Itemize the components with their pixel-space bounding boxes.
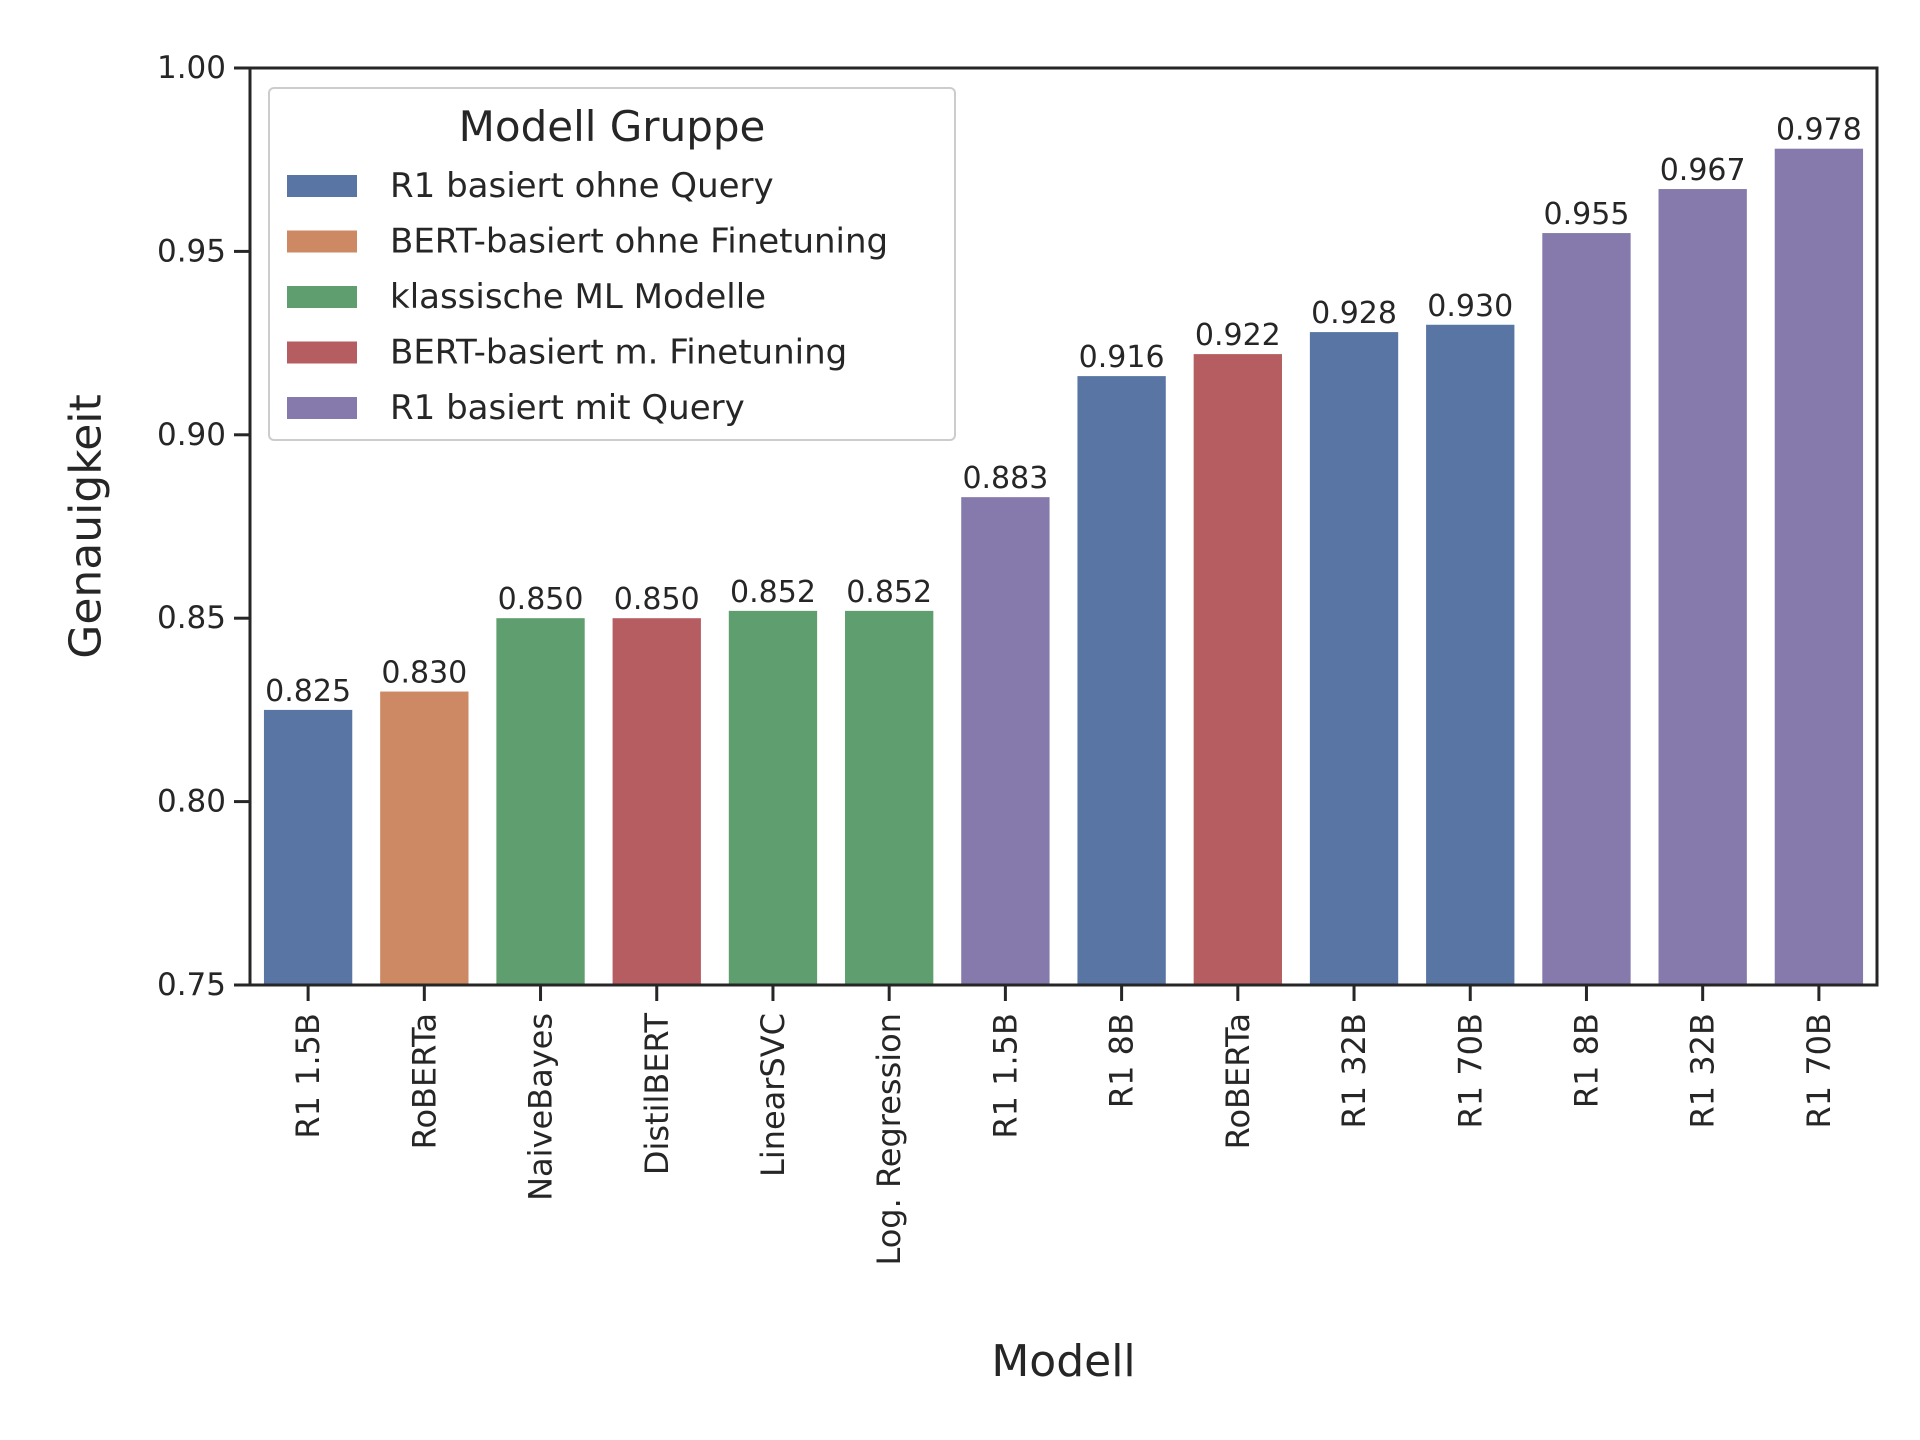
value-label-6: 0.852	[846, 575, 932, 610]
value-label-2: 0.830	[381, 656, 467, 691]
bar-12	[1542, 233, 1631, 985]
x-tick-label-13: R1 32B	[1684, 1013, 1722, 1128]
value-label-5: 0.852	[730, 575, 816, 610]
value-label-7: 0.883	[962, 461, 1048, 496]
legend-swatch-5	[287, 397, 357, 419]
x-tick-label-6: Log. Regression	[870, 1013, 908, 1266]
legend-label-2: BERT-basiert ohne Finetuning	[390, 222, 888, 262]
value-label-11: 0.930	[1427, 289, 1513, 324]
x-tick-label-7: R1 1.5B	[986, 1013, 1024, 1139]
bar-10	[1309, 332, 1399, 985]
value-label-12: 0.955	[1544, 197, 1630, 232]
bars-layer	[263, 148, 1864, 986]
value-label-3: 0.850	[498, 582, 584, 617]
x-tick-label-5: LinearSVC	[754, 1013, 792, 1177]
legend: Modell Gruppe R1 basiert ohne Query BERT-…	[268, 87, 956, 441]
legend-label-3: klassische ML Modelle	[390, 277, 766, 317]
y-tick-label-4: 0.90	[157, 417, 226, 453]
legend-swatch-4	[287, 341, 357, 364]
legend-label-1: R1 basiert ohne Query	[390, 166, 774, 206]
x-tick-label-10: R1 32B	[1335, 1013, 1373, 1128]
value-label-1: 0.825	[265, 674, 351, 709]
bar-1	[263, 709, 353, 985]
bar-3	[496, 618, 585, 985]
bar-11	[1426, 324, 1515, 985]
y-axis-label: Genauigkeit	[61, 394, 112, 659]
value-label-9: 0.922	[1195, 318, 1281, 353]
value-labels-layer: 0.825 0.830 0.850 0.850 0.852 0.852 0.883 0.916…	[265, 113, 1862, 709]
bar-7	[961, 497, 1050, 985]
y-tick-label-5: 0.95	[157, 233, 226, 269]
legend-label-4: BERT-basiert m. Finetuning	[390, 333, 847, 373]
value-label-13: 0.967	[1660, 153, 1746, 188]
legend-box	[268, 87, 956, 441]
value-label-10: 0.928	[1311, 296, 1397, 331]
legend-swatch-2	[287, 230, 357, 253]
x-tick-label-9: RoBERTa	[1219, 1013, 1257, 1149]
bar-13	[1658, 189, 1747, 985]
bar-4	[612, 618, 701, 985]
bar-14	[1774, 148, 1864, 986]
x-axis-label: Modell	[991, 1336, 1135, 1387]
bar-5	[728, 610, 818, 985]
bar-6	[845, 610, 934, 985]
value-label-8: 0.916	[1079, 340, 1165, 375]
bar-9	[1193, 354, 1282, 985]
x-tick-label-8: R1 8B	[1103, 1013, 1141, 1108]
value-label-14: 0.978	[1776, 113, 1862, 148]
bar-2	[380, 691, 469, 985]
x-tick-label-12: R1 8B	[1567, 1013, 1605, 1108]
x-tick-label-1: R1 1.5B	[289, 1013, 327, 1139]
y-axis: 0.75 0.80 0.85 0.90 0.95 1.00	[157, 50, 250, 1003]
y-tick-label-1: 0.75	[157, 967, 226, 1003]
value-label-4: 0.850	[614, 582, 700, 617]
plot-frame	[248, 66, 1879, 987]
x-tick-label-3: NaiveBayes	[522, 1013, 560, 1201]
x-tick-label-14: R1 70B	[1800, 1013, 1838, 1128]
legend-title: Modell Gruppe	[459, 102, 766, 151]
legend-entries: R1 basiert ohne Query BERT-basiert ohne F…	[287, 166, 888, 428]
legend-swatch-3	[287, 286, 357, 308]
x-tick-label-11: R1 70B	[1451, 1013, 1489, 1128]
y-tick-label-3: 0.85	[157, 600, 226, 636]
legend-label-5: R1 basiert mit Query	[390, 388, 745, 428]
bar-8	[1077, 376, 1166, 985]
y-tick-label-2: 0.80	[157, 784, 226, 820]
legend-swatch-1	[287, 175, 357, 197]
y-tick-label-6: 1.00	[157, 50, 226, 86]
x-axis: R1 1.5B RoBERTa NaiveBayes DistilBERT Linear…	[289, 985, 1838, 1266]
x-tick-label-4: DistilBERT	[638, 1013, 676, 1176]
x-tick-label-2: RoBERTa	[405, 1013, 443, 1149]
